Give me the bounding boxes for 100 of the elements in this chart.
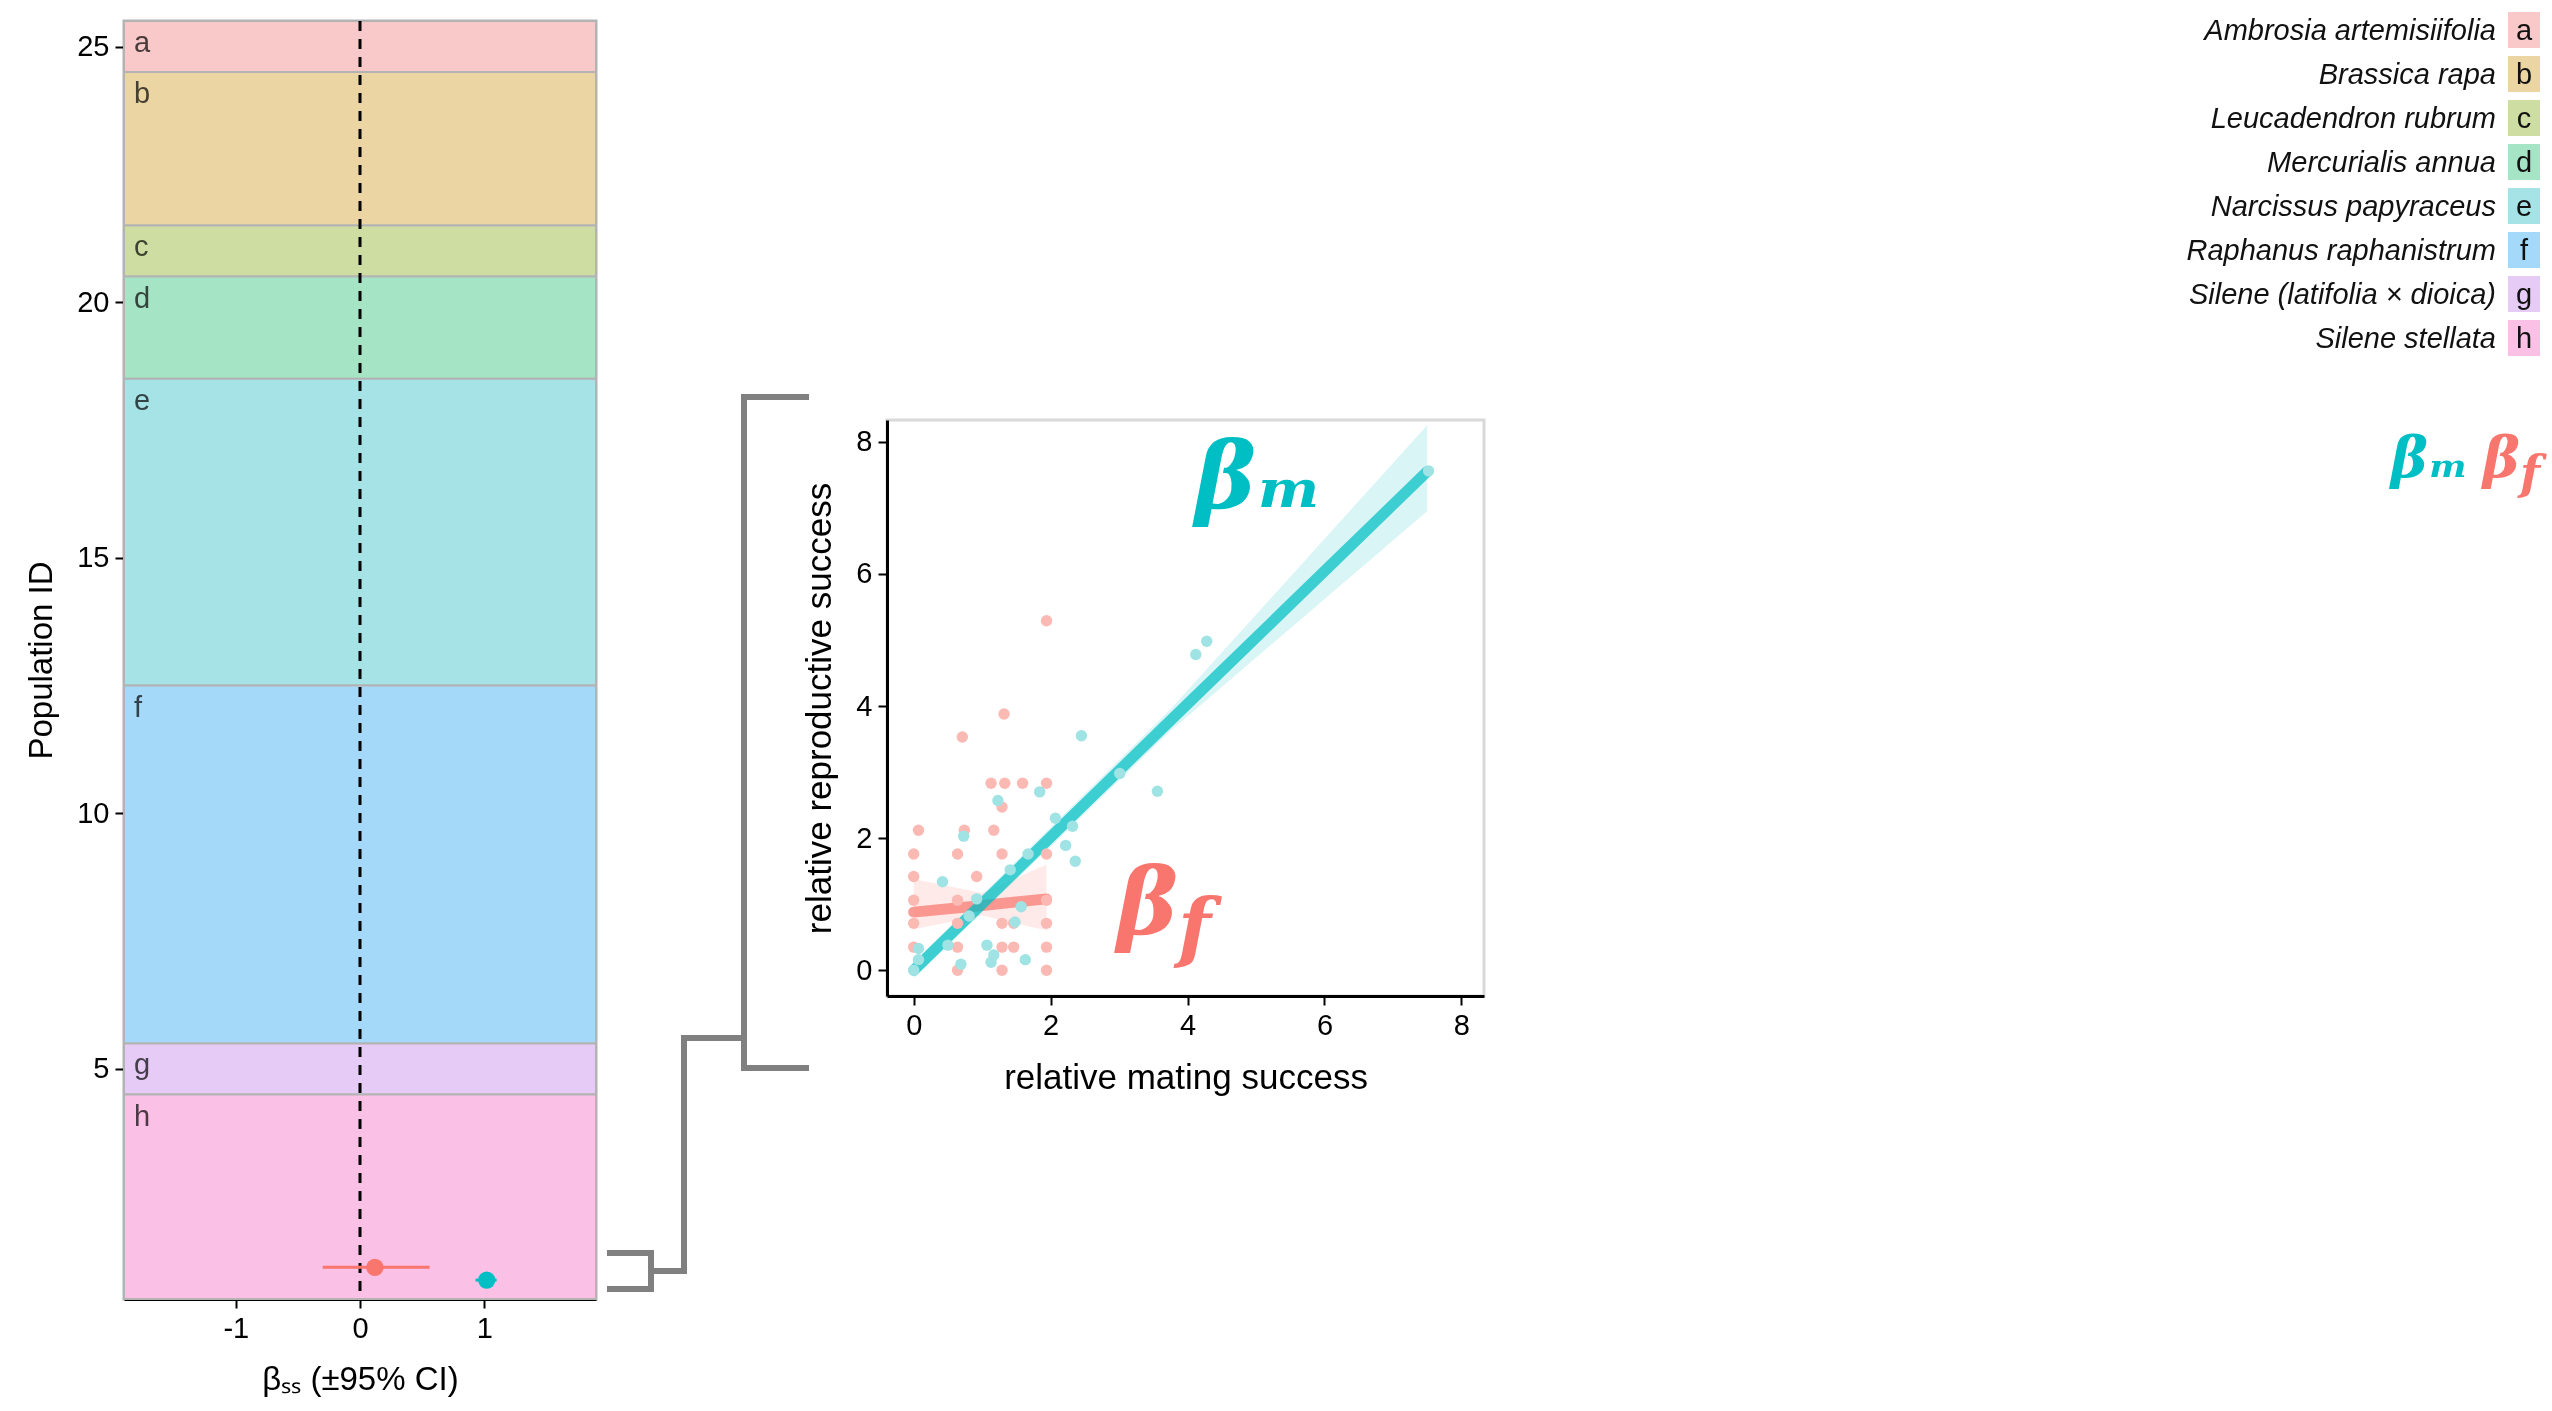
band-label: c xyxy=(134,230,149,263)
text: Narcissus papyraceus xyxy=(2210,189,2496,223)
y-tick-label: 6 xyxy=(856,557,873,590)
point xyxy=(1015,901,1027,913)
point xyxy=(985,777,997,789)
point xyxy=(1007,941,1020,953)
y-tick-label: 0 xyxy=(856,953,873,986)
y-tick-label: 25 xyxy=(77,30,110,63)
x-axis-title: relative mating success xyxy=(1004,1056,1368,1096)
x-tick-label: 0 xyxy=(906,1008,923,1041)
text: Brassica rapa xyxy=(2318,57,2496,91)
point xyxy=(936,876,949,888)
point xyxy=(970,870,983,883)
text: Ambrosia artemisiifolia xyxy=(2204,13,2496,47)
point xyxy=(988,824,1000,836)
point xyxy=(908,917,920,930)
text: Silene stellata xyxy=(2315,321,2496,355)
point xyxy=(996,964,1008,976)
point xyxy=(1019,953,1031,966)
point xyxy=(1201,635,1213,647)
point xyxy=(1040,964,1053,976)
point xyxy=(957,830,970,842)
point xyxy=(1033,786,1046,798)
point xyxy=(912,942,925,955)
point xyxy=(1075,730,1088,742)
band-label: a xyxy=(134,26,151,58)
y-axis-title: Population ID xyxy=(22,561,60,760)
point xyxy=(1016,777,1029,789)
text: βₘ xyxy=(2390,424,2469,490)
point xyxy=(908,870,920,883)
point xyxy=(999,777,1011,789)
point xyxy=(1040,848,1053,860)
point xyxy=(1066,820,1079,832)
point xyxy=(996,941,1008,953)
text: g xyxy=(2515,278,2533,310)
x-tick-label: 0 xyxy=(352,1311,369,1344)
band-label: d xyxy=(134,281,151,314)
y-tick-label: 8 xyxy=(856,425,873,458)
band-label: e xyxy=(134,383,151,416)
point xyxy=(1114,767,1126,780)
point xyxy=(951,917,964,930)
text: c xyxy=(2516,102,2532,134)
text: d xyxy=(2515,146,2533,178)
point xyxy=(1049,812,1062,824)
point xyxy=(1059,839,1072,852)
x-tick-label: 4 xyxy=(1179,1008,1197,1041)
point xyxy=(908,964,920,976)
x-tick-label: 1 xyxy=(476,1311,493,1344)
point xyxy=(1004,864,1016,876)
y-tick-label: 20 xyxy=(77,285,110,318)
point xyxy=(951,848,964,860)
x-axis-title: βₛₛ (±95% CI) xyxy=(262,1359,459,1397)
y-tick-label: 4 xyxy=(856,689,873,722)
point xyxy=(1022,848,1034,860)
point xyxy=(998,708,1010,720)
point xyxy=(981,939,993,951)
x-tick-label: 6 xyxy=(1316,1008,1334,1041)
y-axis-title: relative reproductive success xyxy=(799,482,839,935)
text: Leucadendron rubrum xyxy=(2210,101,2496,135)
point xyxy=(1190,648,1202,661)
text: Silene (latifolia × dioica) xyxy=(2188,277,2496,311)
point xyxy=(912,824,925,836)
point xyxy=(1040,615,1053,627)
point xyxy=(992,794,1004,807)
point xyxy=(951,894,964,906)
y-tick-label: 10 xyxy=(77,796,110,829)
point xyxy=(970,893,983,905)
point xyxy=(956,731,969,743)
point xyxy=(955,958,967,970)
point xyxy=(908,848,920,860)
text: Raphanus raphanistrum xyxy=(2186,233,2496,267)
text: a xyxy=(2515,14,2533,46)
band-label: g xyxy=(134,1048,151,1081)
band-label: b xyxy=(134,77,151,110)
point xyxy=(996,917,1008,930)
band-label: f xyxy=(134,690,143,723)
text: e xyxy=(2515,190,2533,222)
point xyxy=(988,949,1000,961)
point xyxy=(996,848,1008,860)
y-tick-label: 2 xyxy=(856,821,873,854)
x-tick-label: 8 xyxy=(1453,1008,1470,1041)
point xyxy=(1040,941,1053,953)
x-tick-label: -1 xyxy=(223,1311,250,1344)
point xyxy=(908,894,920,906)
text: Mercurialis annua xyxy=(2267,145,2496,179)
point xyxy=(1422,465,1435,477)
point xyxy=(1040,777,1053,789)
point xyxy=(1040,894,1053,906)
point xyxy=(963,910,975,922)
point xyxy=(951,941,964,953)
point xyxy=(912,953,925,966)
point xyxy=(1151,785,1164,797)
text: b xyxy=(2515,58,2533,90)
y-tick-label: 15 xyxy=(77,541,110,574)
y-tick-label: 5 xyxy=(93,1052,110,1085)
point xyxy=(942,939,954,951)
point xyxy=(1040,917,1053,930)
x-tick-label: 2 xyxy=(1043,1008,1060,1041)
point xyxy=(1069,855,1081,867)
band-label: h xyxy=(134,1099,151,1132)
